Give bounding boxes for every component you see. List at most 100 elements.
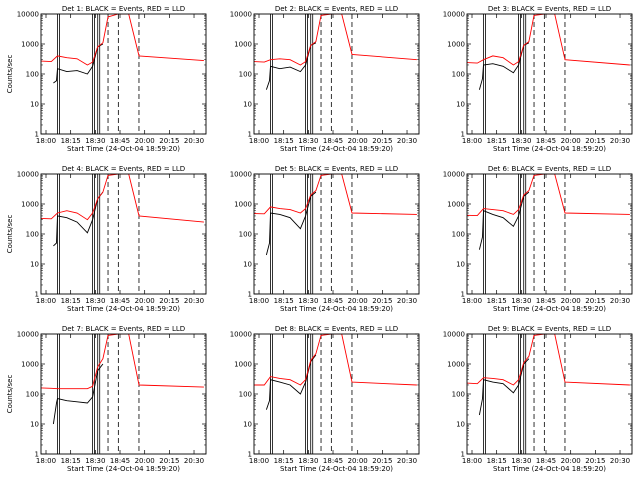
y-tick-label: 10000 <box>17 171 39 179</box>
x-tick-label: 20:00 <box>561 297 581 305</box>
y-tick-label: 10000 <box>17 11 39 19</box>
x-tick-label: 20:00 <box>348 137 368 145</box>
x-tick-label: 18:45 <box>536 457 556 465</box>
plot-frame <box>466 333 633 455</box>
panel-title: Det 2: BLACK = Events, RED = LLD <box>275 5 398 13</box>
x-tick-label: 18:30 <box>85 137 105 145</box>
plot-frame <box>40 173 207 295</box>
y-tick-label: 10 <box>456 101 465 109</box>
y-tick-label: 1000 <box>447 361 465 369</box>
x-axis-label: Start Time (24-Oct-04 18:59:20) <box>280 465 393 473</box>
series-line-lld <box>254 174 417 215</box>
x-tick-label: 20:30 <box>610 137 630 145</box>
x-tick-label: 20:00 <box>561 137 581 145</box>
series-line-lld <box>41 14 204 66</box>
plot-frame <box>466 13 633 135</box>
plot-frame <box>40 13 207 135</box>
panel-title: Det 1: BLACK = Events, RED = LLD <box>62 5 185 13</box>
panel-det-4: Det 4: BLACK = Events, RED = LLD 1 10 100 10… <box>6 165 207 313</box>
y-tick-label: 10000 <box>443 171 465 179</box>
x-tick-label: 18:45 <box>110 297 130 305</box>
y-tick-label: 10000 <box>230 11 252 19</box>
x-tick-label: 20:30 <box>397 137 417 145</box>
series-line-lld <box>41 174 204 223</box>
x-tick-label: 20:30 <box>184 137 204 145</box>
y-tick-label: 1 <box>461 131 465 139</box>
series-line-lld <box>254 334 417 386</box>
x-tick-label: 20:15 <box>585 297 605 305</box>
plot-frame <box>253 13 420 135</box>
y-tick-label: 10 <box>243 101 252 109</box>
y-tick-label: 1 <box>35 291 39 299</box>
series-line-lld <box>467 174 630 217</box>
x-tick-label: 18:00 <box>462 137 482 145</box>
y-tick-label: 100 <box>26 391 39 399</box>
x-tick-label: 18:15 <box>61 137 81 145</box>
y-tick-label: 10000 <box>17 331 39 339</box>
plot-frame <box>466 173 633 295</box>
panel-det-3: Det 3: BLACK = Events, RED = LLD 1 10 100 10… <box>443 5 633 153</box>
x-tick-label: 18:30 <box>85 457 105 465</box>
x-tick-label: 18:00 <box>36 137 56 145</box>
panel-title: Det 6: BLACK = Events, RED = LLD <box>488 165 611 173</box>
x-tick-label: 20:00 <box>135 137 155 145</box>
x-axis-label: Start Time (24-Oct-04 18:59:20) <box>67 145 180 153</box>
y-tick-label: 100 <box>452 391 465 399</box>
y-tick-label: 1000 <box>447 41 465 49</box>
x-tick-label: 20:15 <box>159 297 179 305</box>
x-axis-label: Start Time (24-Oct-04 18:59:20) <box>280 145 393 153</box>
x-tick-label: 20:15 <box>372 137 392 145</box>
x-axis-label: Start Time (24-Oct-04 18:59:20) <box>67 305 180 313</box>
x-tick-label: 20:15 <box>159 137 179 145</box>
panel-det-2: Det 2: BLACK = Events, RED = LLD 1 10 100 10… <box>230 5 420 153</box>
x-tick-label: 18:00 <box>462 297 482 305</box>
panel-title: Det 4: BLACK = Events, RED = LLD <box>62 165 185 173</box>
x-tick-label: 18:15 <box>487 457 507 465</box>
panel-det-1: Det 1: BLACK = Events, RED = LLD 1 10 100 10… <box>6 5 207 153</box>
x-tick-label: 20:15 <box>159 457 179 465</box>
y-tick-label: 100 <box>452 71 465 79</box>
y-tick-label: 10000 <box>230 171 252 179</box>
y-tick-label: 10000 <box>443 11 465 19</box>
series-line-events <box>478 191 530 250</box>
x-tick-label: 18:15 <box>274 137 294 145</box>
series-line-events <box>265 42 317 90</box>
y-tick-label: 100 <box>26 71 39 79</box>
x-tick-label: 18:15 <box>487 137 507 145</box>
y-tick-label: 1 <box>461 291 465 299</box>
y-tick-label: 1000 <box>234 201 252 209</box>
x-tick-label: 18:00 <box>36 297 56 305</box>
x-tick-label: 18:45 <box>323 297 343 305</box>
y-axis-label: Counts/sec <box>6 55 14 94</box>
x-tick-label: 18:45 <box>110 137 130 145</box>
y-tick-label: 100 <box>239 231 252 239</box>
x-tick-label: 20:15 <box>372 457 392 465</box>
x-tick-label: 18:45 <box>110 457 130 465</box>
x-tick-label: 18:45 <box>323 137 343 145</box>
x-tick-label: 18:45 <box>536 137 556 145</box>
x-tick-label: 18:15 <box>61 297 81 305</box>
x-tick-label: 18:15 <box>487 297 507 305</box>
series-line-lld <box>467 334 630 386</box>
y-tick-label: 10 <box>30 101 39 109</box>
x-tick-label: 18:15 <box>274 297 294 305</box>
x-tick-label: 18:00 <box>249 297 269 305</box>
y-tick-label: 1 <box>248 131 252 139</box>
y-tick-label: 1000 <box>21 361 39 369</box>
panel-det-6: Det 6: BLACK = Events, RED = LLD 1 10 100 10… <box>443 165 633 313</box>
x-tick-label: 18:30 <box>511 457 531 465</box>
x-tick-label: 20:00 <box>348 457 368 465</box>
x-tick-label: 18:15 <box>61 457 81 465</box>
x-tick-label: 18:15 <box>274 457 294 465</box>
y-tick-label: 10 <box>243 261 252 269</box>
x-tick-label: 18:30 <box>298 137 318 145</box>
x-tick-label: 20:30 <box>610 457 630 465</box>
x-axis-label: Start Time (24-Oct-04 18:59:20) <box>280 305 393 313</box>
series-line-events <box>53 191 104 247</box>
series-line-events <box>53 43 104 84</box>
y-tick-label: 1000 <box>21 41 39 49</box>
x-axis-label: Start Time (24-Oct-04 18:59:20) <box>493 465 606 473</box>
panel-title: Det 3: BLACK = Events, RED = LLD <box>488 5 611 13</box>
x-tick-label: 20:00 <box>348 297 368 305</box>
